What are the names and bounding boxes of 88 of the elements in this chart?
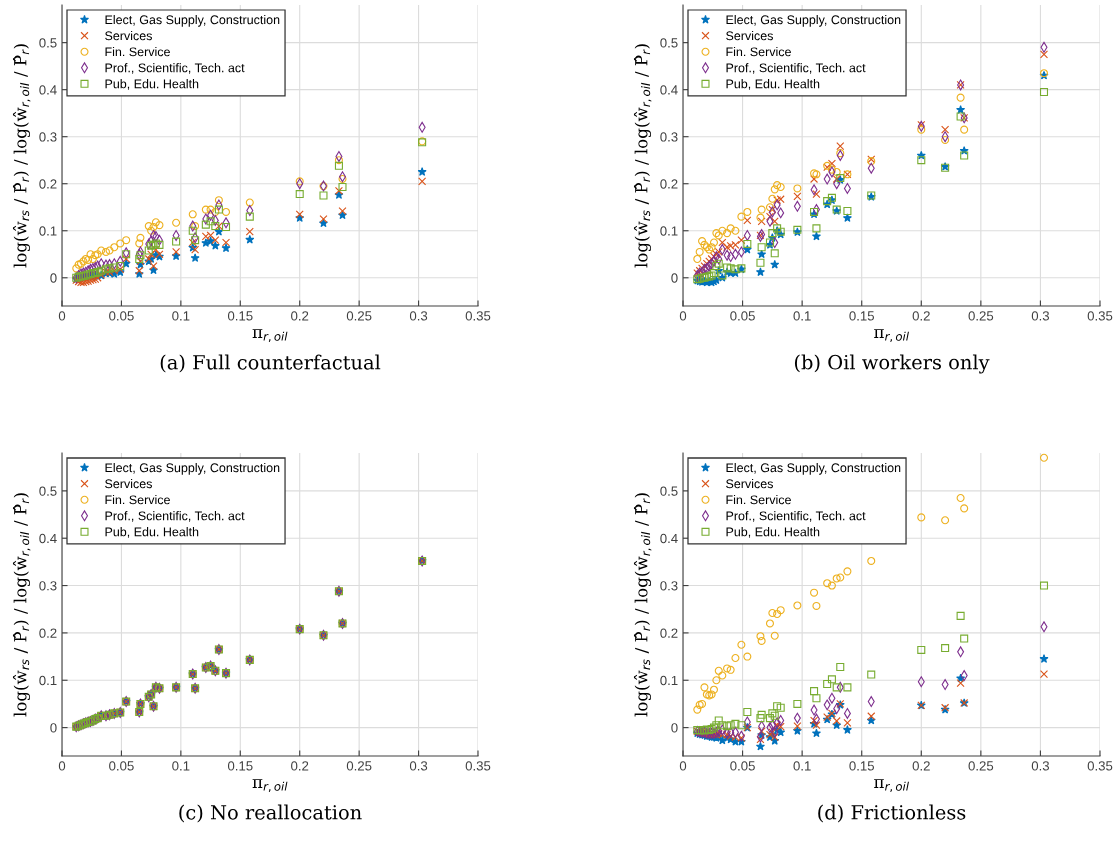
legend-label: Services (105, 31, 152, 41)
y-tick-label: 0.3 (660, 132, 678, 142)
x-tick-label: 0 (679, 761, 687, 771)
x-tick-label: 0.1 (172, 311, 190, 321)
y-tick-label: 0.5 (39, 486, 57, 496)
x-tick-label: 0.25 (346, 311, 372, 321)
y-tick-label: 0.2 (39, 179, 57, 189)
x-tick-label: 0.35 (465, 761, 491, 771)
legend-label: Fin. Service (105, 495, 170, 505)
text: log(ŵ$_{rs}$ / P̂$_{r}$) / log(ŵ$_{r,oil}$ / P̂$_{r}$) (12, 44, 31, 268)
legend-label: Fin. Service (726, 495, 791, 505)
y-tick-label: 0.3 (660, 581, 678, 591)
x-tick-label: 0.3 (409, 311, 428, 321)
y-tick-label: 0 (50, 723, 57, 733)
y-tick-label: 0.1 (39, 675, 57, 686)
text: (c) No reallocation (179, 804, 362, 823)
x-tick-label: 0.3 (1031, 761, 1050, 771)
x-tick-label: 0.15 (849, 761, 874, 771)
legend-label: Prof., Scientific, Tech. act (726, 63, 866, 74)
legend-label: Prof., Scientific, Tech. act (105, 511, 245, 522)
y-tick-label: 0.4 (39, 85, 57, 95)
x-tick-label: 0.25 (968, 761, 994, 771)
legend-label: Services (105, 479, 152, 489)
y-tick-label: 0.5 (660, 486, 678, 496)
legend-label: Elect, Gas Supply, Construction (726, 463, 901, 475)
text: (d) Frictionless (818, 804, 966, 823)
y-tick-label: 0.2 (660, 179, 678, 189)
legend-label: Pub, Edu. Health (726, 79, 820, 90)
x-tick-label: 0.15 (227, 761, 253, 771)
legend-label: Prof., Scientific, Tech. act (105, 63, 245, 74)
legend-label: Services (726, 479, 773, 489)
legend-label: Fin. Service (105, 47, 170, 57)
x-tick-label: 0 (58, 761, 66, 771)
x-axis-title: π$_{r,oil}$ (874, 779, 909, 792)
x-tick-label: 0.2 (912, 761, 930, 771)
legend-label: Pub, Edu. Health (105, 527, 199, 538)
x-tick-label: 0.05 (109, 761, 134, 771)
x-tick-label: 0.15 (849, 311, 874, 321)
y-tick-label: 0.4 (39, 533, 57, 544)
x-tick-label: 0 (58, 311, 66, 321)
legend-label: Elect, Gas Supply, Construction (105, 463, 280, 475)
x-tick-label: 0.1 (172, 761, 190, 771)
y-tick-label: 0.5 (660, 38, 678, 48)
x-tick-label: 0.05 (730, 761, 755, 771)
text: (a) Full counterfactual (160, 354, 381, 373)
x-tick-label: 0.35 (1087, 761, 1113, 771)
x-axis-title: π$_{r,oil}$ (874, 329, 909, 342)
legend-label: Elect, Gas Supply, Construction (726, 15, 901, 27)
x-tick-label: 0.2 (291, 761, 309, 771)
legend-label: Services (726, 31, 773, 41)
legend-label: Pub, Edu. Health (105, 79, 199, 90)
x-tick-label: 0 (679, 311, 687, 321)
legend-label: Pub, Edu. Health (726, 527, 820, 538)
text: (b) Oil workers only (794, 354, 990, 374)
x-axis-title: π$_{r,oil}$ (252, 779, 288, 792)
x-tick-label: 0.1 (793, 311, 811, 321)
legend-label: Prof., Scientific, Tech. act (726, 511, 866, 522)
x-tick-label: 0.25 (346, 761, 372, 771)
text: log(ŵ$_{rs}$ / P̂$_{r}$) / log(ŵ$_{r,oil}$ / P̂$_{r}$) (633, 493, 652, 717)
y-tick-label: 0 (671, 723, 678, 733)
x-tick-label: 0.25 (968, 311, 994, 321)
text: log(ŵ$_{rs}$ / P̂$_{r}$) / log(ŵ$_{r,oil}$ / P̂$_{r}$) (12, 493, 31, 717)
text: log(ŵ$_{rs}$ / P̂$_{r}$) / log(ŵ$_{r,oil}$ / P̂$_{r}$) (633, 44, 652, 268)
legend-label: Fin. Service (726, 47, 791, 57)
x-tick-label: 0.35 (1087, 311, 1113, 321)
x-tick-label: 0.2 (912, 311, 930, 321)
y-tick-label: 0.4 (660, 533, 678, 544)
y-tick-label: 0.1 (39, 226, 57, 236)
x-tick-label: 0.35 (465, 311, 491, 321)
y-tick-label: 0 (50, 273, 57, 283)
y-tick-label: 0.2 (39, 628, 57, 638)
x-tick-label: 0.05 (109, 311, 134, 321)
x-tick-label: 0.2 (291, 311, 309, 321)
y-tick-label: 0.3 (39, 581, 57, 591)
y-tick-label: 0.2 (660, 628, 678, 638)
y-tick-label: 0.1 (660, 675, 678, 686)
x-tick-label: 0.3 (1031, 311, 1050, 321)
x-tick-label: 0.3 (409, 761, 428, 771)
y-tick-label: 0.3 (39, 132, 57, 142)
x-tick-label: 0.05 (730, 311, 755, 321)
y-tick-label: 0.4 (660, 85, 678, 95)
y-tick-label: 0.5 (39, 38, 57, 48)
legend-label: Elect, Gas Supply, Construction (105, 15, 280, 27)
x-tick-label: 0.15 (227, 311, 253, 321)
x-tick-label: 0.1 (793, 761, 811, 771)
y-tick-label: 0 (671, 273, 678, 283)
y-tick-label: 0.1 (660, 226, 678, 236)
x-axis-title: π$_{r,oil}$ (252, 329, 288, 342)
